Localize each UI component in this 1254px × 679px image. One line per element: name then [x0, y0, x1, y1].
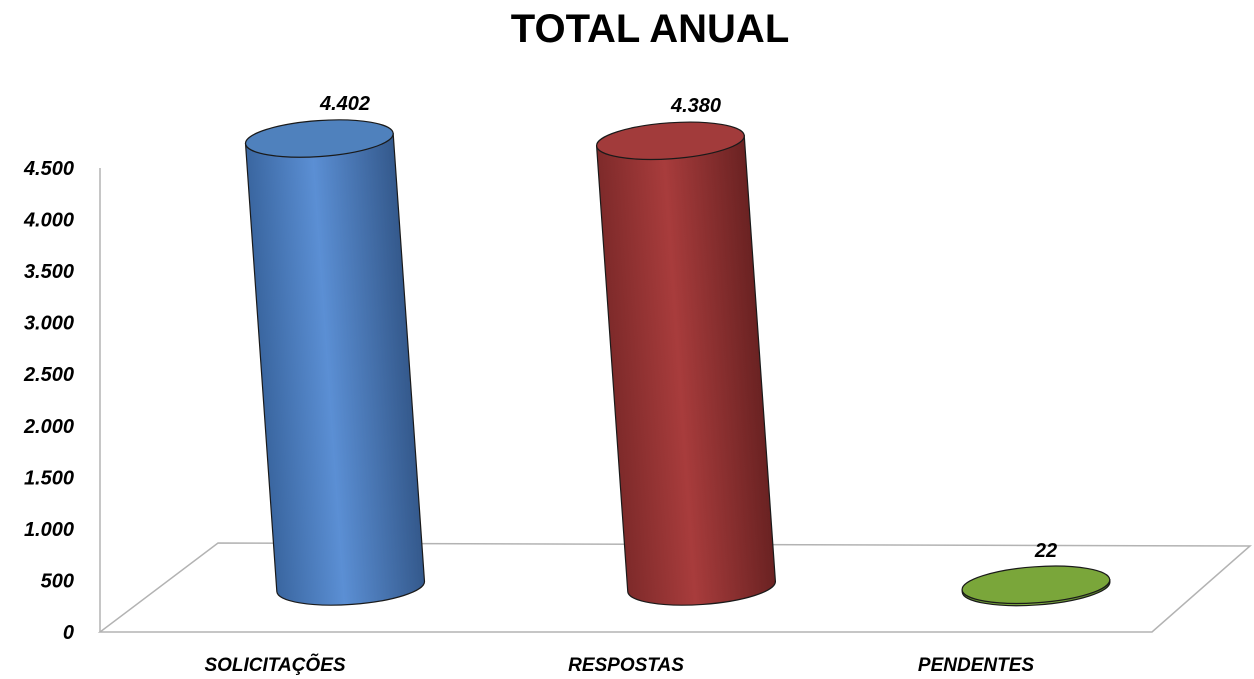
bar-top [595, 121, 745, 161]
y-tick-label: 4.500 [23, 158, 74, 180]
bar-body [595, 134, 777, 606]
data-labels-group: 4.402 4.380 22 [319, 93, 1057, 562]
chart-title: TOTAL ANUAL [511, 7, 790, 51]
y-tick-label: 500 [41, 570, 74, 592]
y-tick-label: 2.000 [23, 416, 74, 438]
y-tick-label: 4.000 [23, 210, 74, 232]
data-label: 4.380 [670, 95, 721, 117]
bars-group [244, 119, 1111, 607]
bar-1 [244, 119, 426, 606]
category-label: RESPOSTAS [568, 655, 684, 676]
y-axis-ticks: 0 500 1.000 1.500 2.000 2.500 3.000 3.500 4.000 4… [23, 158, 74, 644]
data-label: 4.402 [319, 93, 370, 115]
y-tick-label: 2.500 [23, 364, 74, 386]
bar-top [244, 119, 394, 158]
bar-3 [961, 565, 1111, 607]
category-label: PENDENTES [918, 655, 1034, 676]
bar-body [244, 132, 426, 606]
bar-2 [595, 121, 777, 606]
y-tick-label: 3.000 [24, 313, 74, 335]
y-tick-label: 0 [63, 622, 74, 644]
y-tick-label: 3.500 [24, 261, 74, 283]
y-tick-label: 1.000 [24, 519, 74, 541]
category-labels-group: SOLICITAÇÕES RESPOSTAS PENDENTES [204, 654, 1034, 676]
data-label: 22 [1034, 540, 1057, 562]
chart-floor [97, 542, 1252, 633]
y-tick-label: 1.500 [24, 467, 74, 489]
bar-top [961, 565, 1111, 605]
category-label: SOLICITAÇÕES [204, 654, 345, 676]
